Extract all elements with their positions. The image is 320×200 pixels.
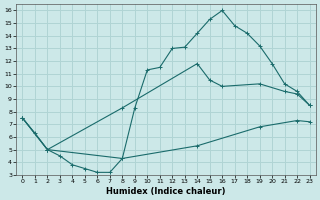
X-axis label: Humidex (Indice chaleur): Humidex (Indice chaleur) — [106, 187, 226, 196]
